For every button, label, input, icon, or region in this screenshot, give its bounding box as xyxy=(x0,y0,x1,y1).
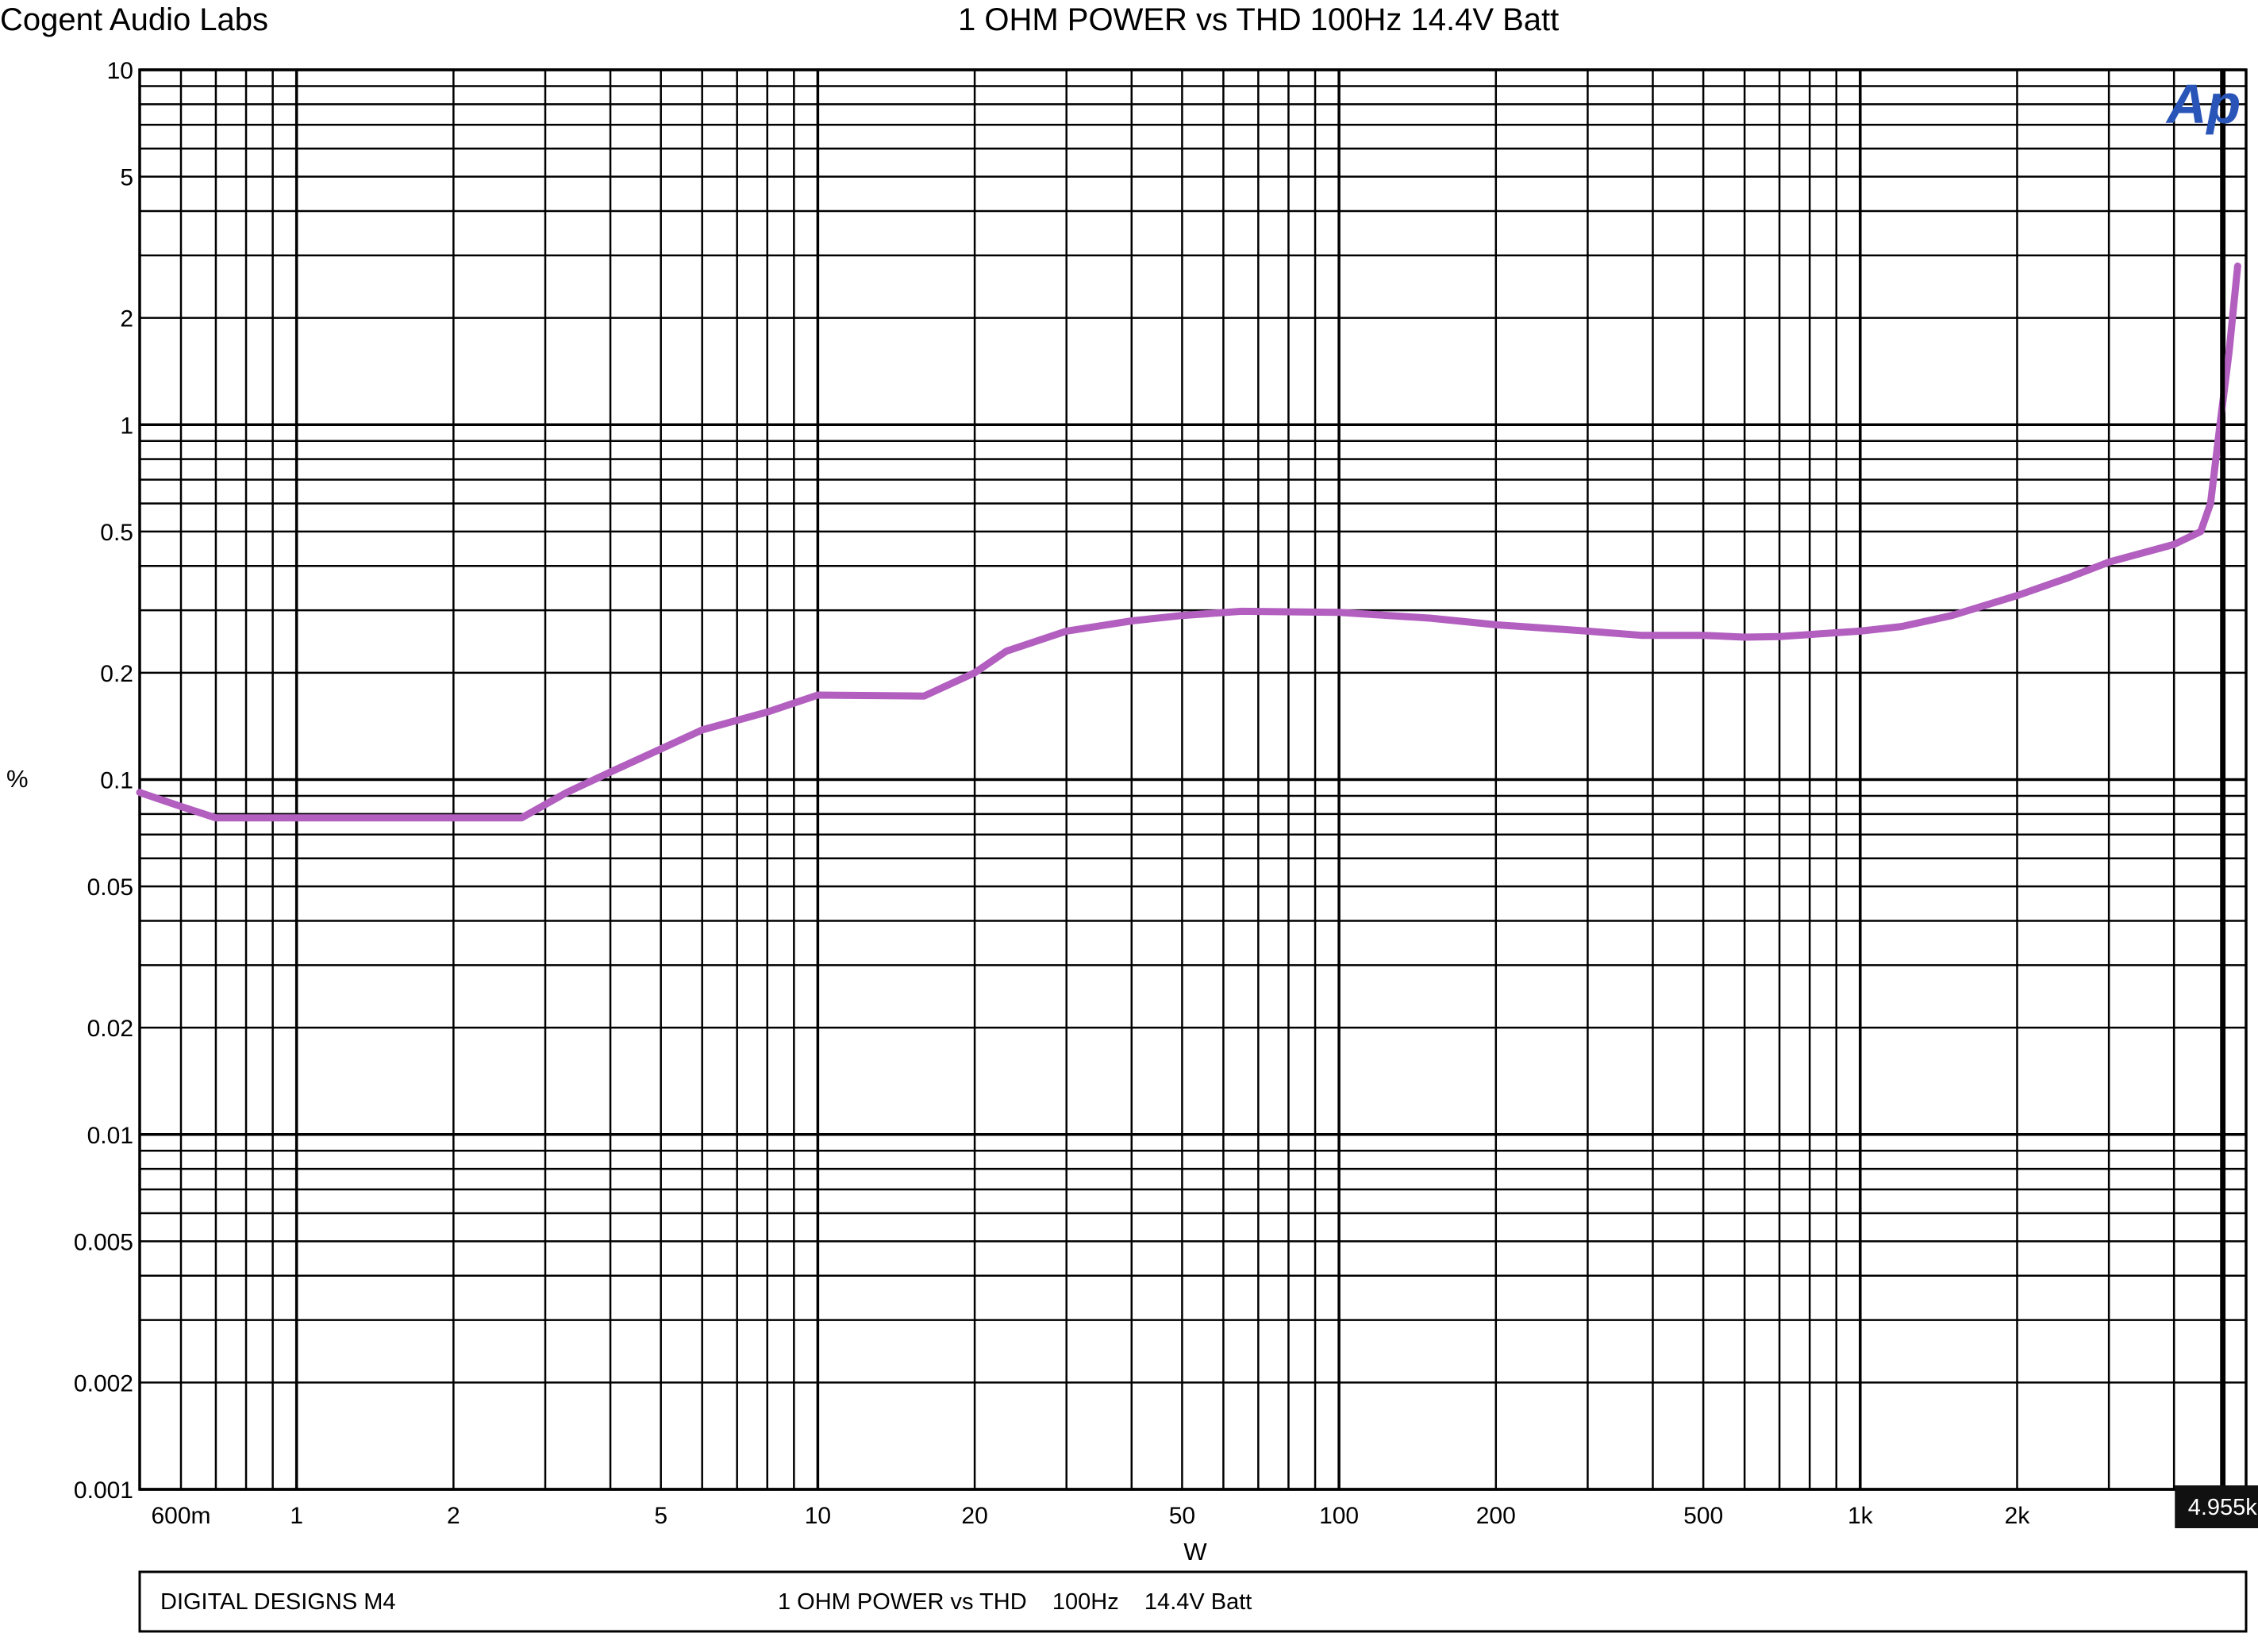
plot-frame xyxy=(138,68,2248,1491)
y-tick-label: 2 xyxy=(120,306,133,332)
x-tick-label: 5 xyxy=(654,1503,667,1529)
y-tick-labels: 10 5 2 1 0.5 0.2 0.1 0.05 0.02 0.01 0.005 0.002 0.00… xyxy=(74,58,133,1504)
x-tick-label: 50 xyxy=(1169,1503,1195,1529)
x-tick-label: 100 xyxy=(1319,1503,1359,1529)
y-tick-label: 0.05 xyxy=(87,874,133,901)
grid xyxy=(138,68,2248,1491)
cursor-readout-box xyxy=(2175,1485,2258,1528)
x-tick-label: 600m xyxy=(151,1503,210,1529)
x-tick-label: 2 xyxy=(447,1503,460,1529)
y-axis-label: % xyxy=(6,765,29,793)
y-tick-label: 0.002 xyxy=(74,1370,133,1397)
thd-trace xyxy=(136,262,2241,822)
footer-box xyxy=(138,1570,2248,1633)
footer-description: 1 OHM POWER vs THD 100Hz 14.4V Batt xyxy=(778,1589,1252,1615)
y-tick-label: 0.1 xyxy=(100,768,133,794)
y-tick-label: 0.5 xyxy=(100,520,133,546)
footer-device: DIGITAL DESIGNS M4 xyxy=(160,1589,396,1615)
x-tick-label: 1 xyxy=(290,1503,303,1529)
x-tick-label: 2k xyxy=(2005,1503,2031,1529)
y-tick-label: 0.02 xyxy=(87,1016,133,1042)
y-tick-label: 5 xyxy=(120,165,133,191)
x-axis-label: W xyxy=(1183,1538,1207,1566)
company-name: Cogent Audio Labs xyxy=(0,2,268,37)
y-tick-label: 0.01 xyxy=(87,1123,133,1149)
cursor-readout[interactable]: 4.955k xyxy=(2175,1485,2258,1528)
x-tick-label: 1k xyxy=(1848,1503,1874,1529)
x-tick-labels: 600m 1 2 5 10 20 50 100 200 500 1k 2k xyxy=(151,1503,2030,1529)
x-tick-label: 500 xyxy=(1683,1503,1723,1529)
x-tick-label: 10 xyxy=(805,1503,831,1529)
x-tick-label: 200 xyxy=(1476,1503,1516,1529)
y-tick-label: 0.001 xyxy=(74,1477,133,1504)
y-tick-label: 10 xyxy=(107,58,133,84)
y-tick-label: 0.2 xyxy=(100,661,133,687)
y-tick-label: 0.005 xyxy=(74,1229,133,1255)
ap-logo: Ap xyxy=(2165,73,2241,135)
y-tick-label: 1 xyxy=(120,413,133,439)
cursor-readout-label: 4.955k xyxy=(2188,1495,2258,1520)
x-tick-label: 20 xyxy=(961,1503,987,1529)
chart-title: 1 OHM POWER vs THD 100Hz 14.4V Batt xyxy=(958,2,1559,37)
